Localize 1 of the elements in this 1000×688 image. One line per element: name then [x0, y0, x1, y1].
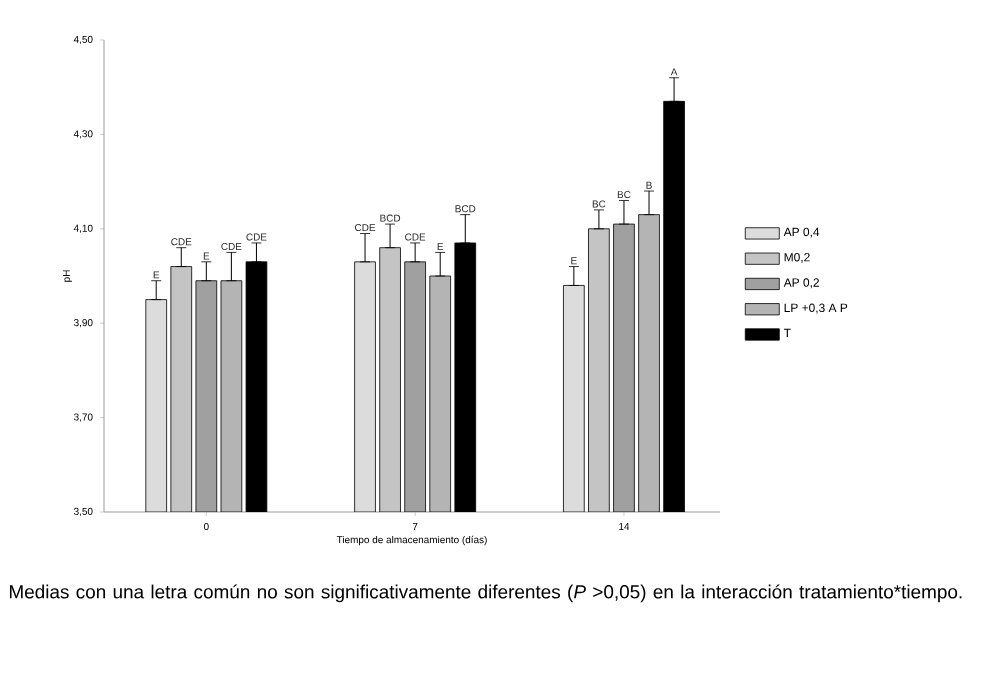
text: Medias con una letra común no son significativamente diferentes (P >0,05) en la interacción tratamiento*tiempo.: [9, 584, 962, 603]
